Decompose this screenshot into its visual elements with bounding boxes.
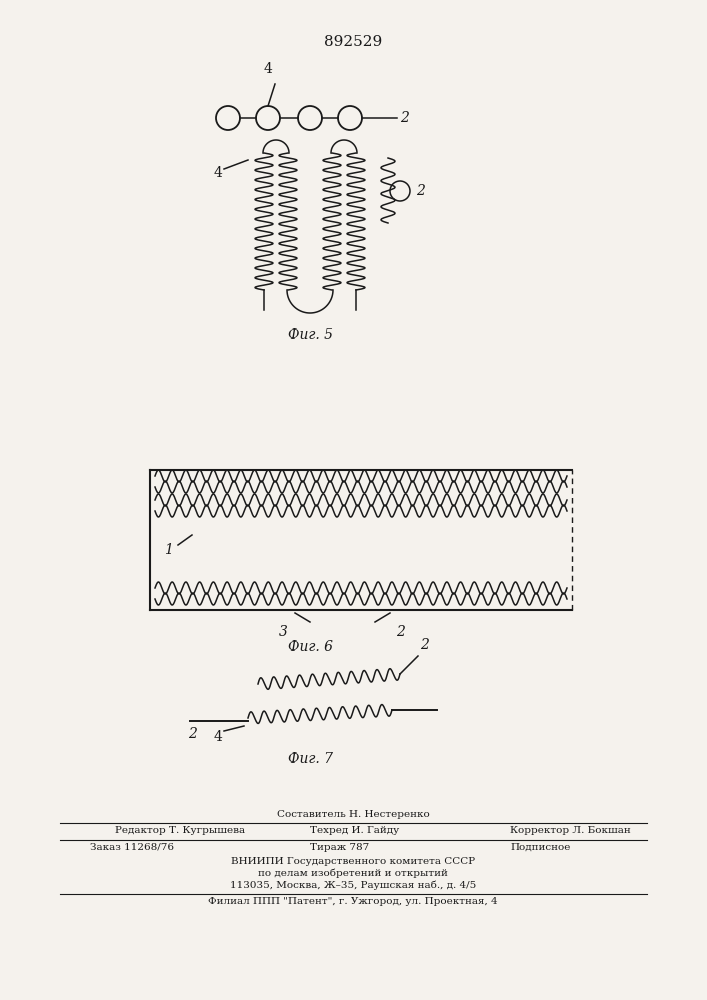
Text: 2: 2	[420, 638, 429, 652]
Text: 2: 2	[416, 184, 425, 198]
Text: 4: 4	[264, 62, 272, 76]
Text: 3: 3	[279, 625, 288, 639]
Text: 2: 2	[400, 111, 409, 125]
Text: 2: 2	[395, 625, 404, 639]
Text: Тираж 787: Тираж 787	[310, 843, 369, 852]
Text: Филиал ППП "Патент", г. Ужгород, ул. Проектная, 4: Филиал ППП "Патент", г. Ужгород, ул. Про…	[208, 897, 498, 906]
Text: 2: 2	[187, 727, 197, 741]
Text: Заказ 11268/76: Заказ 11268/76	[90, 843, 174, 852]
Text: ВНИИПИ Государственного комитета СССР: ВНИИПИ Государственного комитета СССР	[231, 857, 475, 866]
Text: 1: 1	[163, 543, 173, 557]
Text: Корректор Л. Бокшан: Корректор Л. Бокшан	[510, 826, 631, 835]
Text: Фиг. 6: Фиг. 6	[288, 640, 332, 654]
Text: 113035, Москва, Ж–35, Раушская наб., д. 4/5: 113035, Москва, Ж–35, Раушская наб., д. …	[230, 881, 476, 890]
Text: 892529: 892529	[324, 35, 382, 49]
Text: Редактор Т. Кугрышева: Редактор Т. Кугрышева	[115, 826, 245, 835]
Text: 4: 4	[214, 730, 223, 744]
Text: 4: 4	[214, 166, 223, 180]
Text: Подписное: Подписное	[510, 843, 571, 852]
Text: по делам изобретений и открытий: по делам изобретений и открытий	[258, 869, 448, 879]
Text: Фиг. 7: Фиг. 7	[288, 752, 332, 766]
Text: Составитель Н. Нестеренко: Составитель Н. Нестеренко	[276, 810, 429, 819]
Text: Фиг. 5: Фиг. 5	[288, 328, 332, 342]
Text: Техред И. Гайду: Техред И. Гайду	[310, 826, 399, 835]
